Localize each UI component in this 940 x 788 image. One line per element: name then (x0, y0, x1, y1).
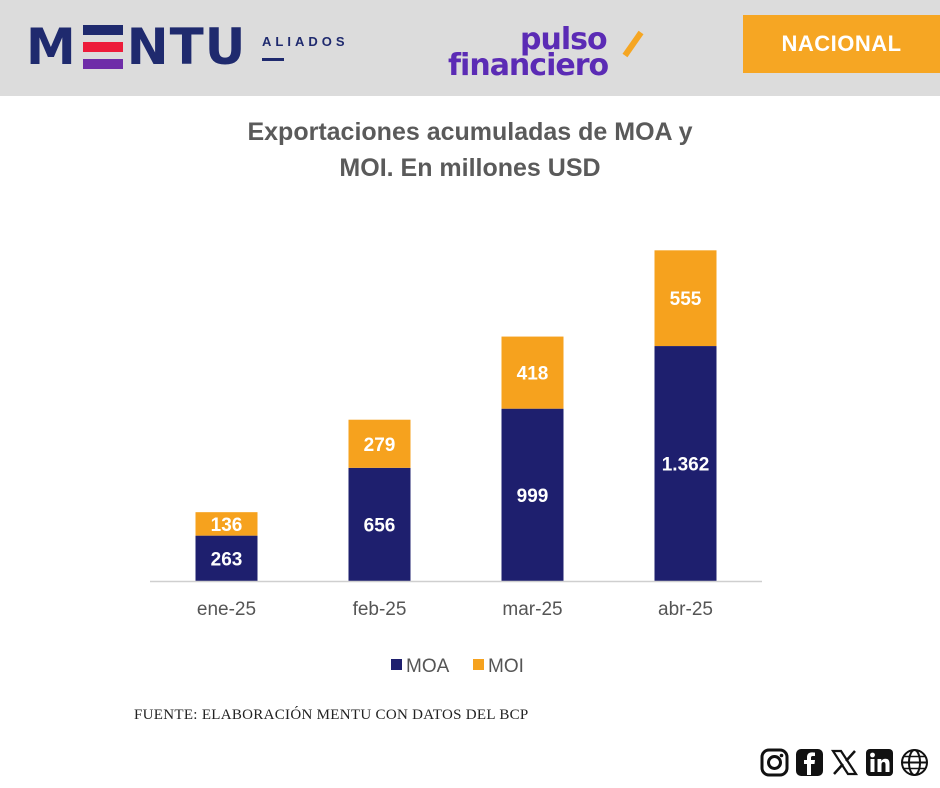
legend-swatch-moi (473, 659, 484, 670)
bar-moa-abr-25 (654, 346, 717, 581)
chart-title-line1: Exportaciones acumuladas de MOA y (247, 118, 693, 146)
legend-swatch-moa (391, 659, 402, 670)
data-label-moa-mar-25: 999 (517, 486, 549, 507)
chart-title-line2: MOI. En millones USD (339, 154, 601, 182)
partner-line1: pulso (520, 22, 608, 57)
data-label-moa-ene-25: 263 (211, 549, 243, 570)
brand-dash (262, 58, 284, 61)
social-icons (760, 748, 929, 777)
bar-moa-ene-25 (195, 535, 258, 581)
data-label-moa-feb-25: 656 (364, 515, 396, 536)
brand-subtitle: ALIADOS (262, 34, 349, 49)
data-label-moi-ene-25: 136 (211, 515, 243, 536)
mentu-logo: M NTU (26, 22, 246, 72)
x-tick-label-mar-25: mar-25 (502, 599, 562, 620)
x-icon[interactable] (830, 748, 859, 777)
bar-moi-ene-25 (195, 512, 258, 536)
brand-right: NTU (126, 18, 247, 76)
partner-line2: financiero (448, 48, 609, 83)
x-tick-label-abr-25: abr-25 (658, 599, 713, 620)
bar-moi-feb-25 (348, 419, 411, 468)
linkedin-icon[interactable] (865, 748, 894, 777)
x-tick-label-ene-25: ene-25 (197, 599, 256, 620)
legend-label-moi: MOI (488, 656, 524, 677)
section-badge: NACIONAL (743, 15, 940, 73)
data-label-moi-abr-25: 555 (670, 289, 702, 310)
chart-title: Exportaciones acumuladas de MOA y MOI. E… (170, 114, 770, 186)
brand-e-stripes (82, 25, 123, 69)
source-note: FUENTE: ELABORACIÓN MENTU CON DATOS DEL … (134, 707, 529, 723)
instagram-icon[interactable] (760, 748, 789, 777)
data-label-moi-mar-25: 418 (517, 364, 549, 385)
x-tick-label-feb-25: feb-25 (353, 599, 407, 620)
data-label-moi-feb-25: 279 (364, 435, 396, 456)
data-label-moa-abr-25: 1.362 (662, 455, 710, 476)
bar-moa-feb-25 (348, 467, 411, 581)
globe-icon[interactable] (900, 748, 929, 777)
bar-moa-mar-25 (501, 408, 564, 581)
brand-left: M (26, 18, 77, 76)
legend-label-moa: MOA (406, 656, 450, 677)
section-badge-label: NACIONAL (781, 31, 902, 56)
facebook-icon[interactable] (795, 748, 824, 777)
header-bar: M NTU ALIADOS pulso financiero NACIONAL (0, 0, 940, 96)
bar-moi-abr-25 (654, 250, 717, 347)
partner-logo: pulso financiero (448, 22, 658, 83)
bar-moi-mar-25 (501, 336, 564, 409)
